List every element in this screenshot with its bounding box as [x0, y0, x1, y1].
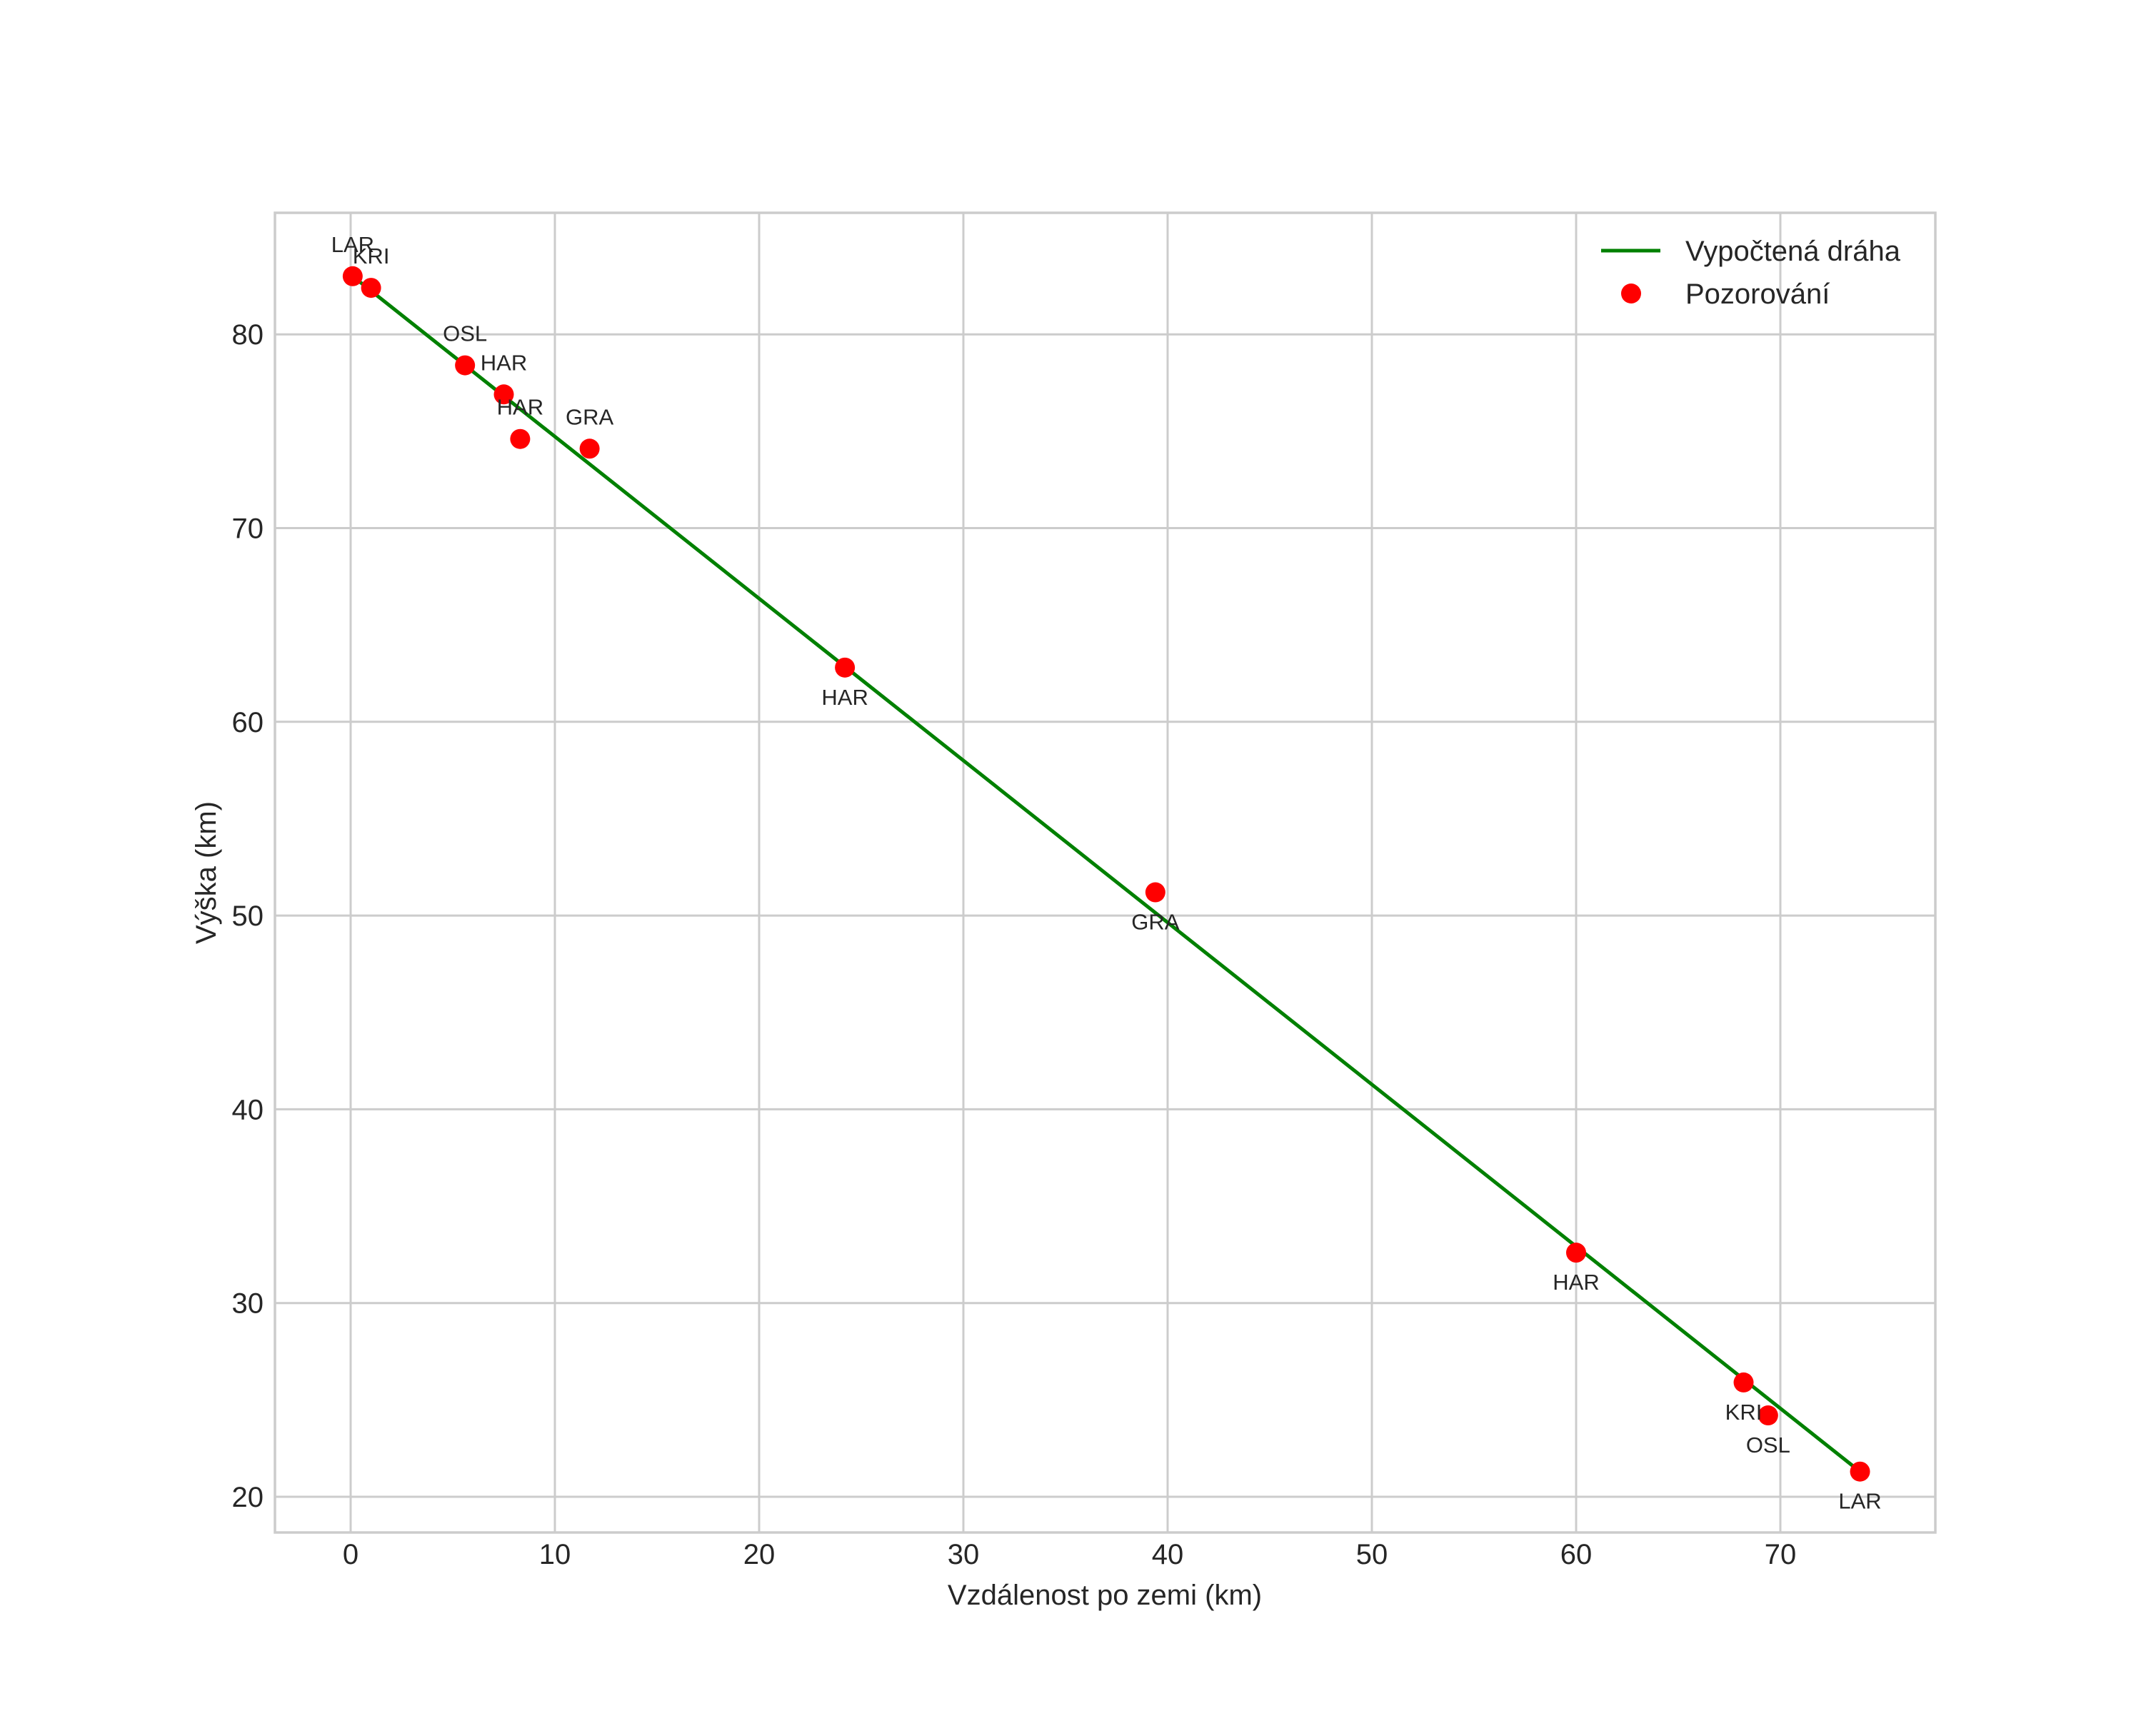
observation-point — [1758, 1405, 1778, 1426]
x-tick-label: 30 — [948, 1539, 980, 1570]
x-tick-label: 0 — [343, 1539, 359, 1570]
observation-station-label: GRA — [1131, 910, 1180, 935]
observation-point — [579, 438, 600, 459]
observation-point — [361, 278, 381, 298]
observation-station-label: OSL — [443, 321, 487, 346]
axes-frame — [274, 211, 1937, 1534]
observation-point — [1850, 1461, 1870, 1482]
observation-station-label: OSL — [1746, 1433, 1790, 1457]
y-tick-label: 50 — [232, 900, 264, 932]
observation-station-label: HAR — [821, 685, 868, 710]
observation-station-label: LAR — [1838, 1489, 1881, 1514]
observation-point — [342, 266, 363, 286]
observation-point — [1733, 1372, 1754, 1393]
observation-station-label: KRI — [1725, 1400, 1763, 1425]
y-axis-ticks: 20 30 40 50 60 70 80 — [232, 319, 264, 1513]
observation-station-label: HAR — [497, 395, 543, 420]
x-tick-label: 40 — [1152, 1539, 1184, 1570]
legend-dot-swatch-icon — [1621, 284, 1641, 303]
plot-area-border — [274, 211, 1937, 1534]
x-tick-label: 20 — [743, 1539, 776, 1570]
observation-point — [493, 384, 514, 405]
observation-point — [835, 657, 856, 678]
x-tick-label: 10 — [539, 1539, 571, 1570]
computed-trajectory-line — [351, 274, 1862, 1473]
observation-station-label: KRI — [353, 244, 390, 269]
y-tick-label: 30 — [232, 1288, 264, 1320]
y-tick-label: 70 — [232, 513, 264, 545]
observation-station-label: LAR — [331, 232, 374, 257]
observation-point — [455, 355, 476, 376]
legend: Vypočtená dráha Pozorování — [1601, 236, 1901, 310]
legend-label-observations: Pozorování — [1685, 279, 1830, 310]
observation-station-label: HAR — [481, 350, 527, 375]
observation-station-label: GRA — [566, 404, 614, 429]
x-axis-label: Vzdálenost po zemi (km) — [948, 1580, 1262, 1611]
observation-station-label: HAR — [1553, 1270, 1599, 1295]
y-tick-label: 20 — [232, 1482, 264, 1513]
x-tick-label: 70 — [1765, 1539, 1797, 1570]
observation-point — [1566, 1243, 1586, 1263]
x-tick-label: 60 — [1560, 1539, 1593, 1570]
grid — [275, 213, 1935, 1532]
y-tick-label: 60 — [232, 707, 264, 738]
legend-label-trajectory: Vypočtená dráha — [1685, 236, 1901, 267]
observation-point — [510, 428, 531, 449]
y-axis-label: Výška (km) — [191, 801, 222, 944]
observation-point — [1145, 882, 1165, 903]
y-tick-label: 80 — [232, 319, 264, 351]
y-tick-label: 40 — [232, 1094, 264, 1125]
x-axis-ticks: 0 10 20 30 40 50 60 70 — [343, 1539, 1796, 1570]
observation-points — [342, 266, 1870, 1482]
x-tick-label: 50 — [1356, 1539, 1388, 1570]
